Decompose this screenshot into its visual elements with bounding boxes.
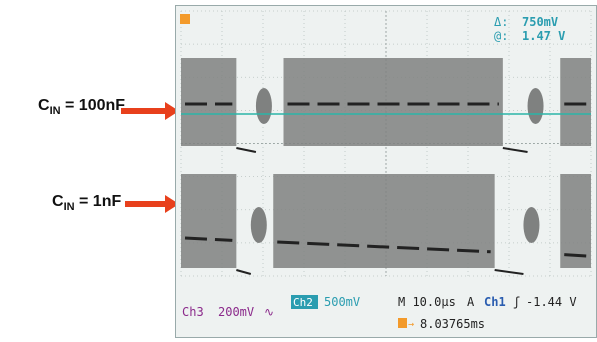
trig-pos-arrow-icon: → [408,319,414,330]
burst-envelope [273,174,495,268]
low-segment [236,147,257,153]
at-value: 1.47 V [522,29,565,43]
ch3-label: Ch3 [182,305,204,319]
scope-plot: Δ: 750mV @: 1.47 V Ch3 200mV ∿ Ch2 500mV… [180,10,592,331]
burst-envelope [560,58,591,146]
delta-label: Δ: [494,15,508,29]
average-line [277,240,491,254]
delta-value: 750mV [522,15,558,29]
acq-mode: A [467,295,475,309]
trig-level: -1.44 V [526,295,577,309]
arrow-100nf [121,102,179,120]
oscilloscope-screen: Δ: 750mV @: 1.47 V Ch3 200mV ∿ Ch2 500mV… [175,5,597,338]
ringing-blob [523,207,540,243]
ch3-scale: 200mV [218,305,254,319]
burst-envelope [283,58,503,146]
trace-1nf [181,174,591,275]
traces [181,58,591,275]
ringing-blob [527,88,544,124]
burst-envelope [560,174,591,268]
low-segment [236,269,252,275]
trig-pos-icon [398,318,407,328]
average-line [184,236,233,242]
trig-source: Ch1 [484,295,506,309]
average-line [564,253,588,258]
arrow-1nf [125,195,179,213]
trigger-marker-icon [180,14,190,24]
trig-pos: 8.03765ms [420,317,485,331]
timebase: M 10.0µs [398,295,456,309]
trace-100nf [181,58,591,153]
trig-slope-icon: ʃ [513,295,520,309]
low-segment [494,269,524,275]
ringing-blob [255,88,272,124]
ch2-badge [291,295,318,309]
at-label: @: [494,29,508,43]
burst-envelope [181,174,237,268]
burst-envelope [181,58,237,146]
ringing-blob [250,207,267,243]
ch2-scale: 500mV [324,295,360,309]
cin-1nf-label: CIN = 1nF [52,193,122,214]
low-segment [502,147,528,153]
ch2-label: Ch2 [293,296,313,309]
cin-100nf-label: CIN = 100nF [38,97,126,118]
ch3-coupling-icon: ∿ [264,305,274,319]
